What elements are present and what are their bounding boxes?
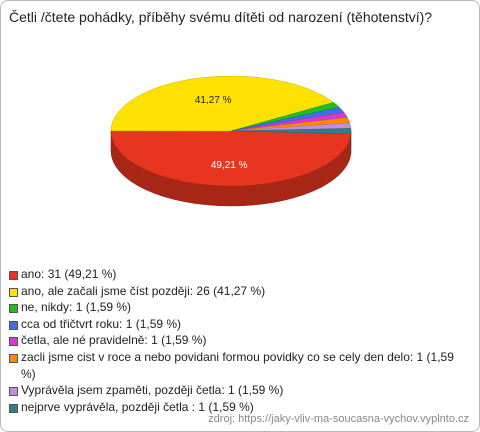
legend-item: zacli jsme cist v roce a nebo povidani f… [9, 349, 469, 382]
legend-label: Vyprávěla jsem zpaměti, později četla: 1… [21, 383, 284, 398]
legend-item: ano, ale začali jsme číst později: 26 (4… [9, 283, 469, 300]
legend-swatch [9, 271, 18, 280]
slice [110, 130, 352, 187]
value-label: 41,27 % [195, 95, 232, 106]
legend-label: nejprve vyprávěla, později četla : 1 (1,… [21, 399, 254, 414]
legend-swatch [9, 387, 18, 397]
legend-swatch [9, 403, 18, 413]
legend-label: četla, ale né pravidelně: 1 (1,59 %) [21, 333, 207, 348]
legend-label: ano: 31 (49,21 %) [21, 267, 117, 281]
legend-item: ano: 31 (49,21 %) [9, 266, 469, 283]
legend-swatch [9, 287, 18, 297]
legend-item: cca od třičtvrt roku: 1 (1,59 %) [9, 316, 469, 333]
legend-item: Vyprávěla jsem zpaměti, později četla: 1… [9, 382, 469, 399]
legend-item: ne, nikdy: 1 (1,59 %) [9, 299, 469, 316]
value-label: 49,21 % [211, 160, 248, 171]
slice [230, 128, 352, 135]
legend-item: nejprve vyprávěla, později četla : 1 (1,… [9, 399, 469, 416]
source: zdroj: https://jaky-vliv-ma-soucasna-vyc… [208, 413, 469, 425]
legend-label: ano, ale začali jsme číst později: 26 (4… [21, 283, 266, 298]
legend-label: ne, nikdy: 1 (1,59 %) [21, 300, 132, 315]
legend-label: zacli jsme cist v roce a nebo povidani f… [21, 349, 454, 381]
legend-item: četla, ale né pravidelně: 1 (1,59 %) [9, 332, 469, 349]
legend-swatch [9, 304, 18, 314]
slice [110, 75, 335, 132]
legend: ano: 31 (49,21 %) ano, ale začali jsme čí… [9, 266, 469, 415]
chart-title: Četli /čtete pohádky, příběhy svému dítě… [9, 9, 433, 25]
legend-label: cca od třičtvrt roku: 1 (1,59 %) [21, 316, 182, 331]
pie-area: 49,21 % 41,27 % [110, 75, 352, 207]
legend-swatch [9, 320, 18, 330]
legend-swatch [9, 353, 18, 363]
legend-swatch [9, 337, 18, 347]
